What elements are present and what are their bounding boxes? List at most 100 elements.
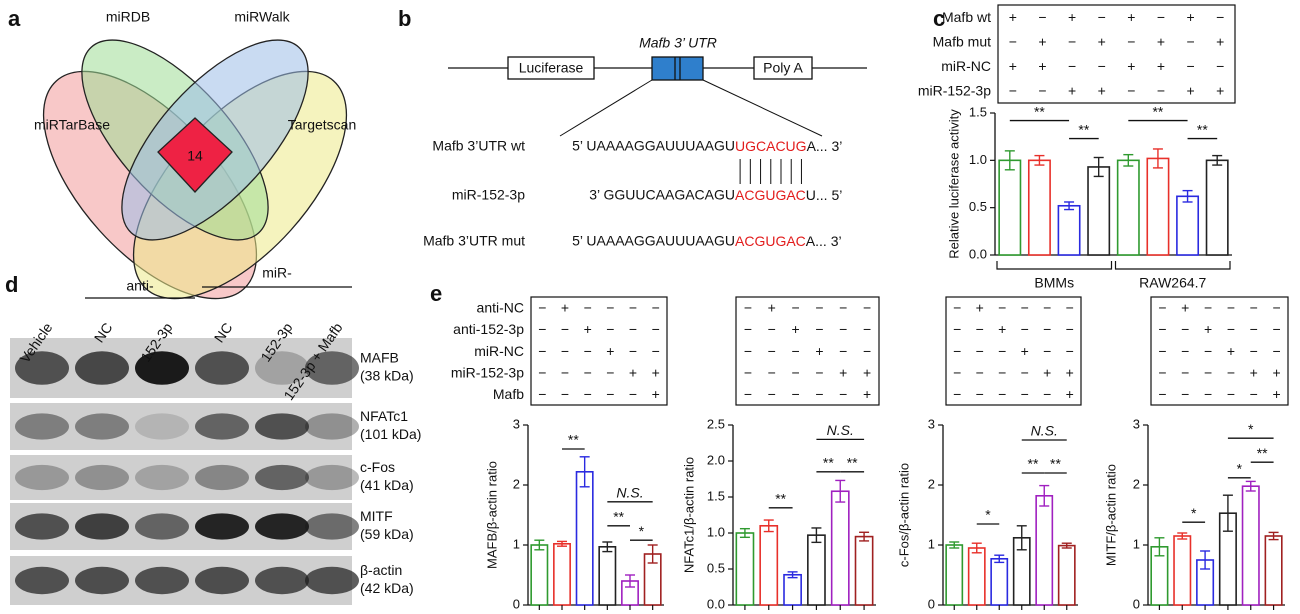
group-label: RAW264.7 [1139,275,1206,291]
bar [830,490,850,606]
sign: − [606,321,614,337]
sign: + [629,364,637,380]
y-tick-label: 0 [513,596,520,611]
blot-band [75,464,129,491]
blot-band [305,566,359,595]
bar [1146,157,1170,256]
sign: + [1250,364,1258,380]
significance-label: ** [823,455,834,471]
sign: − [1043,386,1051,402]
sign: + [1021,343,1029,359]
construct-title: Mafb 3’ UTR [639,35,717,51]
y-tick-label: 0.5 [969,199,987,214]
sign: + [815,343,823,359]
sign: − [863,343,871,359]
sign: − [768,321,776,337]
sign: + [1216,83,1224,99]
bar [854,535,874,606]
y-tick-label: 1.0 [707,524,725,539]
sign: − [629,386,637,402]
sign-table-box [735,296,880,406]
sequence-label: Mafb 3’UTR wt [432,138,525,154]
significance-label: ** [1257,445,1268,461]
y-tick-label: 2.0 [707,452,725,467]
sign: + [1043,364,1051,380]
sign-table-box [997,4,1236,104]
sign: − [1038,9,1046,25]
sign: − [1066,343,1074,359]
y-tick-label: 0.0 [969,246,987,261]
sign: − [561,386,569,402]
sign-row-label: miR-152-3p [451,364,524,380]
sequence-label: miR-152-3p [452,187,525,203]
sequence: 5’ UAAAAGGAUUUAAGU [572,138,735,154]
y-tick-label: 2 [1133,476,1140,491]
y-tick-label: 1 [513,536,520,551]
sign-table-box [530,296,668,406]
row-size: (41 kDa) [360,477,414,493]
blot-band [305,513,359,540]
significance-label: ** [775,491,786,507]
sign: − [1068,58,1076,74]
bar [1087,166,1111,256]
sign: − [652,300,660,316]
sign: − [1272,343,1280,359]
sign: − [584,386,592,402]
blot-band [135,464,189,491]
sign: − [768,343,776,359]
blot-band [305,464,359,491]
bar [990,557,1009,606]
sign: − [1043,300,1051,316]
sequence: ACGUGACU... 5’ [735,187,842,203]
venn-label: Targetscan [288,117,356,133]
sign: − [744,300,752,316]
seed-sequence: ACGUGAC [735,187,806,203]
sign: − [839,343,847,359]
blot-band [75,513,129,540]
group-bracket [996,261,1113,270]
y-axis-label: c-Fos/β-actin ratio [896,463,911,567]
utr-box [651,56,704,81]
sign: − [976,343,984,359]
sequence: 3’ GGUUCAAGACAGU [589,187,735,203]
blot-band [305,413,359,440]
base-pairs [739,159,802,184]
sign: − [1186,58,1194,74]
sign: − [998,364,1006,380]
venn-label: miRTarBase [34,117,110,133]
blot-band [135,513,189,540]
sign: − [1272,321,1280,337]
bar [530,544,549,606]
blot-band [75,566,129,595]
sign: − [1186,34,1194,50]
sign: + [1157,34,1165,50]
bar [1205,159,1229,256]
sign: − [1021,300,1029,316]
sign: − [538,300,546,316]
sign: − [1216,58,1224,74]
sign: + [1066,386,1074,402]
sign: − [584,364,592,380]
sign: − [1250,386,1258,402]
sign: − [998,300,1006,316]
sign: + [863,386,871,402]
y-tick-label: 3 [1133,416,1140,431]
significance-label: N.S. [827,422,854,438]
sign: − [584,343,592,359]
row-label: c-Fos [360,459,395,475]
sign: − [953,300,961,316]
sign: + [1098,83,1106,99]
blot-band [255,351,309,385]
sign: − [976,321,984,337]
row-size: (101 kDa) [360,426,421,442]
blot-band [15,351,69,385]
blot-band [305,351,359,385]
row-label: MAFB [360,350,399,366]
sign: + [1038,34,1046,50]
row-size: (38 kDa) [360,368,414,384]
y-tick-label: 0.5 [707,560,725,575]
sign: − [1009,83,1017,99]
blot-band [15,513,69,540]
polya-box [753,56,813,80]
sign: − [1157,9,1165,25]
